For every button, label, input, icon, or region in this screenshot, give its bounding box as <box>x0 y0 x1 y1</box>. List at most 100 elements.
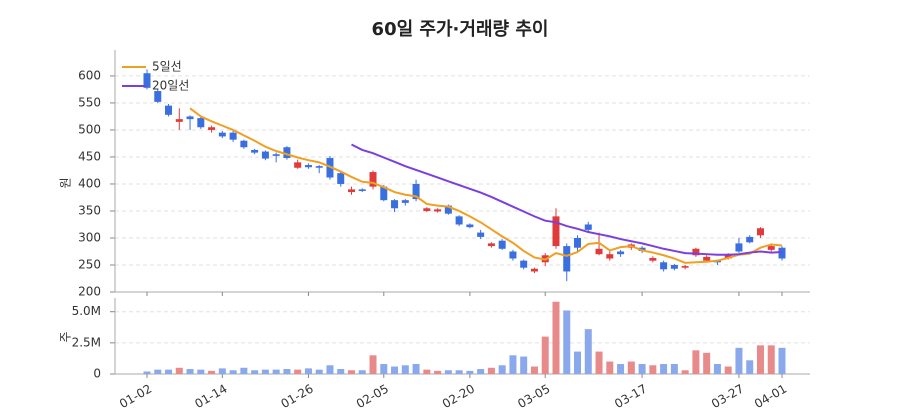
volume-bar <box>530 366 538 374</box>
candle-body <box>746 236 754 243</box>
volume-bar <box>283 369 291 374</box>
x-tick-label: 02-20 <box>440 382 477 412</box>
volume-bar <box>541 336 549 374</box>
volume-bar <box>703 352 711 374</box>
candle-body <box>304 165 312 168</box>
volume-bar <box>218 368 226 374</box>
candle-body <box>261 151 269 159</box>
candle-body <box>552 216 560 247</box>
candle-body <box>208 127 216 130</box>
candle-body <box>703 256 711 261</box>
y-tick-label: 300 <box>78 230 101 244</box>
volume-bar <box>358 370 366 374</box>
candle-body <box>218 132 226 137</box>
y-tick-label: 200 <box>78 285 101 299</box>
volume-bar <box>380 364 388 374</box>
volume-bar <box>165 369 173 374</box>
candle-body <box>358 189 366 191</box>
candle-body <box>498 240 506 249</box>
x-tick-label: 03-27 <box>709 382 746 412</box>
volume-bar <box>778 347 786 374</box>
candle-body <box>294 162 302 168</box>
candle-body <box>638 247 646 251</box>
volume-bar <box>304 368 312 374</box>
volume-bar <box>197 369 205 374</box>
candle-body <box>240 140 248 148</box>
candle-body <box>154 91 162 102</box>
volume-axis-label: 주 <box>59 331 73 342</box>
candle-body <box>606 254 614 259</box>
volume-bar <box>552 301 560 374</box>
volume-bar <box>617 364 625 374</box>
y-tick-label: 450 <box>78 149 101 163</box>
candle-body <box>401 200 409 203</box>
volume-bar <box>509 355 517 374</box>
candle-body <box>767 246 775 250</box>
volume-bar <box>746 360 754 374</box>
volume-bar <box>713 364 721 374</box>
candle-body <box>584 224 592 230</box>
chart-title: 60일 주가·거래량 추이 <box>372 19 549 40</box>
candle-body <box>617 251 625 255</box>
x-tick-label: 01-02 <box>117 382 154 412</box>
volume-bar <box>412 364 420 374</box>
candle-body <box>477 232 485 237</box>
volume-bar <box>455 370 463 374</box>
candle-body <box>444 205 452 214</box>
candle-body <box>251 149 259 153</box>
volume-bar <box>735 347 743 374</box>
volume-bar <box>756 345 764 374</box>
candle-body <box>186 116 194 120</box>
y-tick-label: 550 <box>78 95 101 109</box>
volume-bar <box>649 365 657 374</box>
candle-body <box>692 248 700 256</box>
candle-body <box>197 118 205 128</box>
volume-bar <box>487 367 495 374</box>
legend-label: 20일선 <box>152 79 189 93</box>
volume-bar <box>563 310 571 374</box>
x-tick-label: 03-17 <box>612 382 649 412</box>
candle-body <box>347 189 355 193</box>
y-tick-label: 250 <box>78 257 101 271</box>
candle-body <box>165 105 173 115</box>
candle-body <box>509 251 517 259</box>
ma-line <box>351 143 783 256</box>
candle-body <box>423 208 431 211</box>
ma-line <box>189 107 783 264</box>
volume-bar <box>294 369 302 374</box>
candle-body <box>229 132 237 140</box>
volume-bar <box>444 370 452 374</box>
volume-bar <box>401 365 409 374</box>
volume-bar <box>208 370 216 374</box>
candle-body <box>681 266 689 268</box>
volume-tick-label: 2.5M <box>72 335 101 349</box>
volume-bar <box>595 351 603 374</box>
candle-body <box>574 237 582 248</box>
volume-bar <box>240 367 248 374</box>
candle-body <box>283 147 291 159</box>
volume-bar <box>606 361 614 374</box>
volume-bar <box>326 365 334 374</box>
volume-bar <box>272 369 280 374</box>
volume-bar <box>670 364 678 374</box>
volume-bar <box>315 369 323 374</box>
candle-body <box>175 119 183 122</box>
volume-bar <box>175 367 183 374</box>
candle-body <box>380 186 388 201</box>
candle-body <box>670 264 678 269</box>
volume-bar <box>423 369 431 374</box>
volume-bar <box>466 370 474 374</box>
y-tick-label: 400 <box>78 176 101 190</box>
x-tick-label: 01-26 <box>278 382 315 412</box>
volume-bar <box>477 369 485 374</box>
volume-bar <box>186 369 194 374</box>
volume-bar <box>692 350 700 374</box>
legend-label: 5일선 <box>152 60 182 74</box>
candle-body <box>530 268 538 272</box>
y-tick-label: 350 <box>78 203 101 217</box>
candle-body <box>756 228 764 236</box>
volume-bar <box>229 370 237 374</box>
volume-bar <box>154 369 162 374</box>
volume-bar <box>660 364 668 374</box>
